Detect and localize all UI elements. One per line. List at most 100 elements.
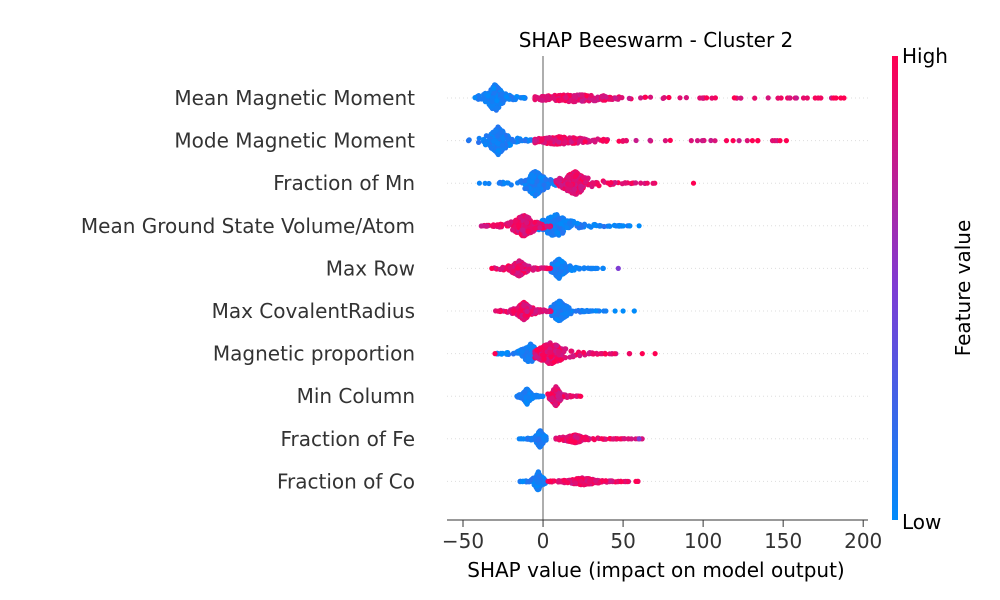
- feature-label: Max CovalentRadius: [212, 299, 415, 323]
- shap-point: [497, 179, 503, 185]
- shap-point: [683, 95, 690, 101]
- shap-point: [736, 138, 742, 144]
- shap-point: [528, 344, 534, 351]
- shap-point: [590, 137, 596, 143]
- shap-point: [600, 136, 607, 142]
- shap-point: [549, 395, 555, 401]
- shap-point: [793, 95, 800, 101]
- shap-point: [551, 359, 557, 365]
- shap-point: [554, 342, 560, 348]
- shap-point: [765, 95, 771, 101]
- shap-point: [536, 436, 542, 442]
- shap-point: [539, 137, 545, 143]
- shap-point: [818, 95, 824, 101]
- shap-point: [777, 138, 783, 144]
- shap-point: [491, 90, 497, 96]
- feature-row-points: [492, 340, 658, 366]
- shap-point: [536, 393, 542, 399]
- shap-point: [510, 269, 516, 275]
- shap-point: [482, 142, 489, 148]
- shap-point: [597, 222, 603, 229]
- shap-point: [620, 308, 626, 314]
- row-gridlines: [447, 97, 868, 482]
- shap-point: [492, 351, 498, 357]
- shap-point: [631, 308, 637, 314]
- shap-point: [556, 139, 562, 145]
- shap-point: [507, 264, 513, 270]
- shap-point: [531, 265, 537, 271]
- feature-row-points: [476, 169, 697, 199]
- shap-point: [730, 138, 736, 144]
- shap-point: [522, 390, 528, 396]
- shap-point: [568, 394, 574, 400]
- shap-point: [547, 265, 553, 271]
- shap-point: [524, 220, 530, 226]
- shap-point: [590, 351, 596, 357]
- shap-point: [615, 265, 621, 271]
- shap-point: [556, 349, 562, 355]
- shap-point: [489, 265, 495, 271]
- shap-point: [571, 93, 577, 99]
- shap-point: [493, 127, 499, 133]
- shap-point: [541, 356, 547, 362]
- chart-title: SHAP Beeswarm - Cluster 2: [519, 28, 794, 52]
- shap-point: [599, 94, 606, 100]
- shap-point: [647, 94, 654, 100]
- shap-point: [694, 138, 701, 144]
- shap-point: [537, 308, 543, 314]
- shap-point: [599, 436, 605, 442]
- shap-point: [620, 138, 626, 144]
- shap-point: [752, 95, 758, 101]
- feature-label: Fraction of Fe: [280, 427, 415, 451]
- shap-point: [787, 95, 793, 101]
- shap-point: [494, 98, 500, 104]
- shap-point: [528, 437, 534, 443]
- shap-point: [572, 174, 578, 180]
- shap-point: [518, 436, 524, 442]
- feature-row-points: [493, 298, 637, 324]
- shap-point: [547, 177, 554, 183]
- feature-label: Magnetic proportion: [213, 342, 415, 366]
- shap-point: [499, 266, 505, 272]
- shap-point: [537, 174, 544, 180]
- feature-label: Min Column: [297, 384, 415, 408]
- shap-point: [486, 180, 492, 187]
- shap-point: [491, 85, 497, 91]
- shap-point: [524, 214, 530, 220]
- shap-point: [532, 138, 538, 144]
- shap-point: [548, 342, 554, 348]
- shap-point: [548, 214, 554, 220]
- shap-point: [562, 355, 569, 361]
- shap-point: [546, 224, 553, 230]
- shap-point: [690, 180, 697, 186]
- shap-point: [661, 95, 667, 101]
- shap-point: [554, 316, 560, 323]
- shap-point: [578, 224, 585, 230]
- shap-point: [593, 308, 599, 314]
- shap-point: [505, 220, 511, 226]
- shap-point: [783, 138, 790, 144]
- shap-point: [524, 185, 530, 191]
- shap-point: [529, 174, 535, 180]
- shap-point: [636, 436, 642, 442]
- shap-point: [521, 302, 527, 308]
- shap-point: [712, 138, 718, 144]
- shap-point: [667, 137, 673, 143]
- shap-point: [712, 95, 719, 101]
- shap-point: [472, 95, 478, 101]
- shap-point: [633, 180, 639, 186]
- shap-point: [505, 136, 511, 142]
- shap-point: [583, 179, 589, 185]
- feature-label: Fraction of Co: [277, 469, 415, 493]
- shap-point: [582, 139, 588, 145]
- shap-point: [577, 353, 583, 359]
- shap-point: [503, 94, 509, 100]
- shap-point: [574, 220, 581, 226]
- shap-point: [512, 218, 519, 224]
- feature-label: Mean Magnetic Moment: [174, 86, 415, 110]
- shap-point: [540, 265, 546, 271]
- shap-point: [547, 140, 553, 146]
- shap-point: [626, 95, 632, 101]
- shap-point: [606, 223, 612, 229]
- shap-point: [480, 223, 486, 229]
